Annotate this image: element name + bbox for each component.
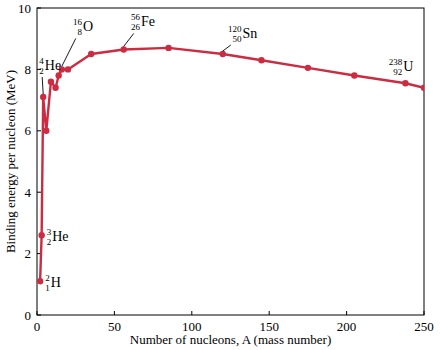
marker — [220, 51, 226, 57]
atomic-number: 8 — [77, 27, 82, 37]
y-tick-label: 10 — [18, 1, 31, 16]
mass-number: 4 — [39, 56, 44, 66]
x-tick — [424, 311, 425, 315]
leader-line — [223, 45, 231, 51]
mass-number: 120 — [228, 24, 242, 34]
marker — [52, 85, 58, 91]
mass-number: 2 — [45, 273, 50, 283]
leader-line — [62, 38, 76, 66]
element-symbol: U — [403, 59, 413, 74]
mass-number: 56 — [131, 12, 141, 22]
marker — [65, 66, 71, 72]
y-tick-label: 6 — [25, 123, 32, 138]
marker — [402, 80, 408, 86]
marker — [421, 85, 424, 91]
marker — [305, 65, 311, 71]
element-symbol: Sn — [243, 26, 258, 41]
element-symbol: He — [52, 229, 68, 244]
mass-number: 16 — [73, 17, 83, 27]
marker — [351, 72, 357, 78]
element-symbol: O — [83, 19, 93, 34]
y-tick — [37, 192, 41, 193]
x-tick-label: 50 — [108, 319, 121, 334]
element-symbol: H — [51, 275, 61, 290]
x-tick — [269, 311, 270, 315]
atomic-number: 92 — [393, 67, 402, 77]
y-tick-label: 0 — [25, 308, 32, 323]
marker — [48, 78, 54, 84]
nuclide-label: 32He — [47, 227, 69, 247]
x-tick — [114, 311, 115, 315]
marker — [37, 278, 43, 284]
y-tick — [37, 8, 41, 9]
y-tick-label: 8 — [25, 62, 32, 77]
atomic-number: 2 — [39, 66, 44, 76]
mass-number: 238 — [389, 57, 403, 67]
atomic-number: 2 — [47, 237, 52, 247]
nuclide-label: 5626Fe — [124, 12, 155, 46]
atomic-number: 1 — [45, 283, 50, 293]
marker — [55, 72, 61, 78]
y-tick — [37, 315, 41, 316]
mass-number: 3 — [47, 227, 52, 237]
y-axis-title: Binding energy per nucleon (MeV) — [3, 70, 18, 253]
nuclide-label: 168O — [62, 17, 93, 66]
x-axis-title: Number of nucleons, A (mass number) — [130, 332, 331, 347]
marker — [40, 94, 46, 100]
y-tick-label: 2 — [25, 246, 32, 261]
marker — [43, 128, 49, 134]
plot-area — [37, 45, 424, 285]
x-tick-label: 0 — [34, 319, 41, 334]
x-tick — [191, 311, 192, 315]
y-tick — [37, 130, 41, 131]
atomic-number: 50 — [233, 34, 243, 44]
marker — [120, 46, 126, 52]
marker — [88, 51, 94, 57]
marker — [38, 232, 44, 238]
nuclide-label: 23892U — [389, 57, 414, 77]
x-tick-label: 250 — [414, 319, 434, 334]
x-tick — [346, 311, 347, 315]
x-tick-label: 200 — [337, 319, 357, 334]
atomic-number: 26 — [131, 22, 141, 32]
nuclide-label: 42He — [39, 56, 61, 94]
leader-line — [124, 33, 134, 46]
chart: 0501001502002500246810Number of nucleons… — [0, 0, 440, 350]
plot-frame — [37, 8, 424, 315]
element-symbol: He — [45, 58, 61, 73]
leader-line — [42, 77, 43, 94]
marker — [258, 57, 264, 63]
element-symbol: Fe — [141, 14, 155, 29]
x-tick — [37, 311, 38, 315]
nuclide-label: 21H — [45, 273, 61, 293]
curve — [40, 48, 424, 281]
y-tick-label: 4 — [25, 185, 32, 200]
marker — [165, 45, 171, 51]
nuclide-label: 12050Sn — [223, 24, 258, 51]
